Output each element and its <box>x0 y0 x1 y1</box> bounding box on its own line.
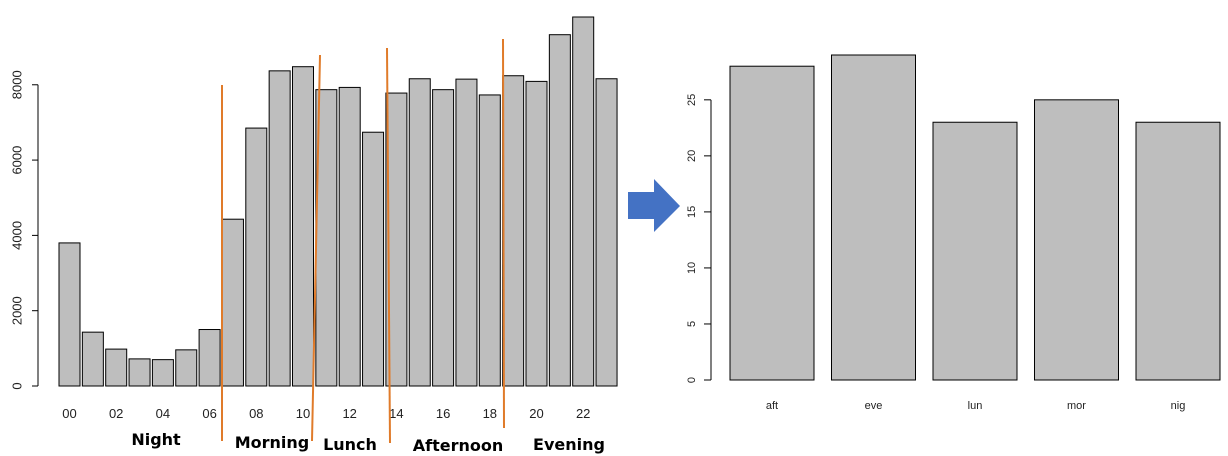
x-tick-label: 14 <box>389 406 403 421</box>
x-tick-label: 06 <box>202 406 216 421</box>
bar-hour-09 <box>268 70 291 387</box>
x-tick-label: nig <box>1171 400 1186 412</box>
bar-hour-04 <box>151 359 174 387</box>
x-tick-label: 20 <box>529 406 543 421</box>
x-tick-label: 18 <box>483 406 497 421</box>
bar-hour-18 <box>478 94 501 387</box>
bar-eve <box>831 54 916 381</box>
bar-hour-17 <box>455 78 478 387</box>
period-label-evening: Evening <box>533 435 605 454</box>
x-tick-label: 02 <box>109 406 123 421</box>
bar-aft <box>729 65 815 381</box>
bar-hour-22 <box>572 16 595 387</box>
x-tick-label: aft <box>766 400 778 412</box>
y-tick-label: 6000 <box>9 146 24 175</box>
bar-hour-07 <box>221 218 244 387</box>
x-tick-label: 08 <box>249 406 263 421</box>
y-tick-label: 0 <box>9 382 24 389</box>
bar-hour-20 <box>525 80 548 387</box>
bar-hour-16 <box>432 89 455 387</box>
x-tick-label: mor <box>1067 400 1086 412</box>
y-tick-label: 10 <box>686 262 698 274</box>
y-tick-label: 4000 <box>9 221 24 250</box>
bar-hour-01 <box>81 331 104 387</box>
y-tick-label: 20 <box>686 150 698 162</box>
bar-hour-06 <box>198 329 221 387</box>
period-bar-chart: 0 5 10 15 20 25 aft eve lun mor nig <box>686 54 1221 412</box>
y-tick-label: 15 <box>686 206 698 218</box>
bar-hour-14 <box>385 92 408 387</box>
bar-mor <box>1034 99 1119 381</box>
period-divider-line <box>386 47 391 444</box>
y-tick-label: 25 <box>686 94 698 106</box>
bar-hour-19 <box>502 75 525 387</box>
bar-hour-00 <box>58 242 81 387</box>
x-tick-label: 12 <box>342 406 356 421</box>
bar-lun <box>932 121 1018 381</box>
period-label-lunch: Lunch <box>323 435 377 454</box>
bar-hour-02 <box>105 348 128 387</box>
period-label-morning: Morning <box>235 433 310 452</box>
bar-hour-05 <box>175 349 198 387</box>
x-tick-label: lun <box>968 400 983 412</box>
y-tick-label: 8000 <box>9 70 24 99</box>
period-divider-line <box>502 38 505 429</box>
arrow-shape <box>628 179 680 232</box>
y-tick-label: 0 <box>686 377 698 383</box>
hourly-bar-chart: 0 2000 4000 6000 8000 00 02 04 06 08 10 12 14 16 18 20 2… <box>9 16 618 455</box>
bar-hour-13 <box>362 131 385 387</box>
x-tick-label: 16 <box>436 406 450 421</box>
x-tick-label: 00 <box>62 406 76 421</box>
period-label-afternoon: Afternoon <box>413 436 504 455</box>
bar-hour-10 <box>292 66 314 387</box>
period-divider-line <box>311 54 321 442</box>
right-arrow-icon <box>628 179 680 232</box>
bar-hour-21 <box>548 34 571 387</box>
x-tick-label: eve <box>865 400 883 412</box>
bar-nig <box>1135 121 1221 381</box>
y-tick-label: 5 <box>686 321 698 327</box>
bar-hour-03 <box>128 358 151 387</box>
period-label-night: Night <box>131 430 181 449</box>
x-tick-label: 22 <box>576 406 590 421</box>
x-tick-label: 10 <box>296 406 310 421</box>
bar-hour-08 <box>245 127 268 387</box>
y-tick-label: 2000 <box>9 296 24 325</box>
x-tick-label: 04 <box>156 406 170 421</box>
bar-hour-15 <box>408 78 431 387</box>
bar-hour-23 <box>595 78 618 387</box>
bar-hour-12 <box>338 86 361 387</box>
